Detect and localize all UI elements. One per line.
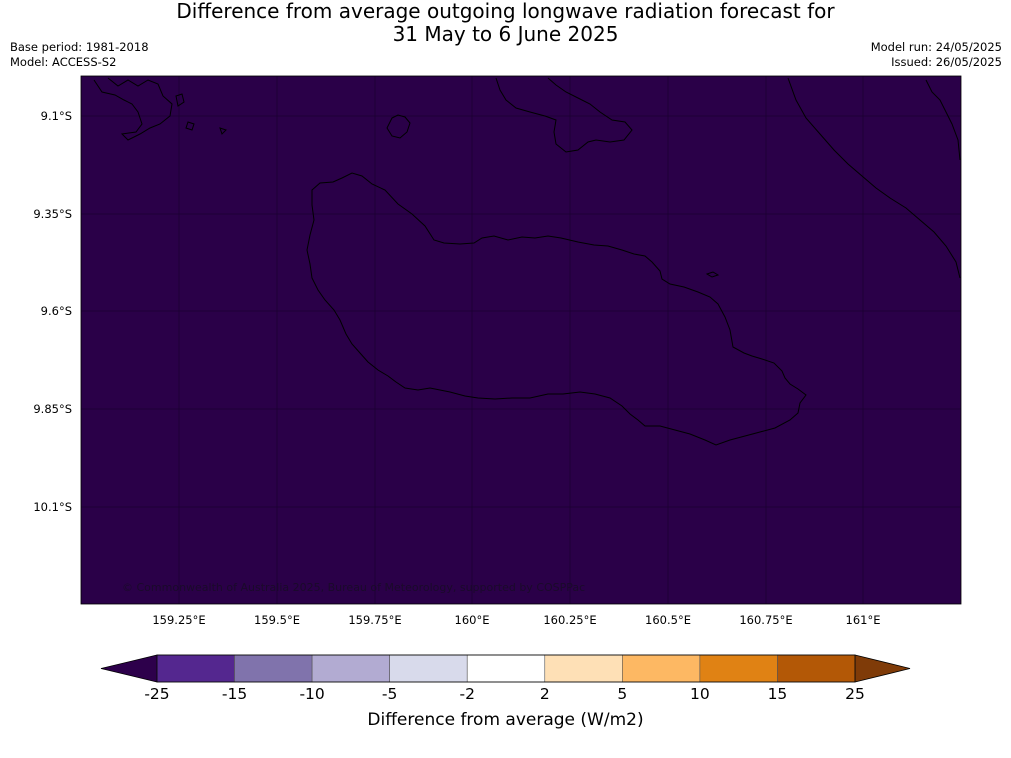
coastline-round-islet — [386, 114, 411, 139]
map-title: Difference from average outgoing longwav… — [0, 0, 1011, 46]
latitude-tick-label: 9.6°S — [41, 304, 72, 318]
coastline-small-islet — [705, 271, 720, 278]
colorbar-tick-label: -2 — [459, 685, 474, 703]
map-frame — [80, 75, 962, 605]
latitude-tick-label: 9.1°S — [41, 109, 72, 123]
title-line-1: Difference from average outgoing longwav… — [176, 0, 835, 23]
longitude-tick-label: 161°E — [846, 613, 881, 627]
title-line-2: 31 May to 6 June 2025 — [392, 22, 619, 46]
colorbar-segment — [466, 654, 546, 683]
coastline-northwest-islet-3 — [219, 127, 227, 135]
coastline-northeast-corner — [925, 79, 961, 161]
coastline-north-central-island — [495, 77, 633, 153]
colorbar-segment — [234, 654, 313, 683]
colorbar-segment — [389, 654, 468, 683]
longitude-labels: 159.25°E 159.5°E 159.75°E 160°E 160.25°E 160.… — [152, 613, 880, 627]
colorbar-tick-label: -5 — [382, 685, 397, 703]
longitude-tick-label: 159.75°E — [348, 613, 401, 627]
colorbar-underflow-arrow — [100, 654, 158, 683]
model-run-label: Model run: 24/05/2025 — [870, 40, 1002, 54]
colorbar-tick-label: 5 — [617, 685, 627, 703]
colorbar-segment — [544, 654, 623, 683]
latitude-tick-label: 10.1°S — [33, 500, 72, 514]
coastline-northwest-islet — [175, 93, 185, 107]
colorbar: -25 -15 -10 -5 -2 2 5 10 15 25 — [100, 654, 911, 703]
base-period-label: Base period: 1981-2018 — [10, 40, 149, 54]
meta-right: Model run: 24/05/2025 Issued: 26/05/2025 — [871, 40, 1002, 70]
coastlines — [93, 77, 961, 446]
longitude-tick-label: 160°E — [455, 613, 490, 627]
coastline-northeast-island — [787, 77, 961, 279]
colorbar-tick-label: 25 — [845, 685, 865, 703]
colorbar-tick-label: 2 — [540, 685, 550, 703]
longitude-tick-label: 159.25°E — [152, 613, 205, 627]
colorbar-segment — [311, 654, 390, 683]
meta-left: Base period: 1981-2018 Model: ACCESS-S2 — [10, 40, 149, 70]
colorbar-overflow-arrow — [854, 654, 911, 683]
coastline-main-island — [306, 172, 807, 446]
colorbar-segment — [777, 654, 856, 683]
colorbar-tick-label: -25 — [144, 685, 169, 703]
coastline-northwest-island — [93, 77, 173, 141]
issued-label: Issued: 26/05/2025 — [891, 55, 1002, 69]
colorbar-tick-label: -10 — [299, 685, 324, 703]
longitude-tick-label: 159.5°E — [254, 613, 300, 627]
longitude-tick-label: 160.75°E — [739, 613, 792, 627]
latitude-tick-label: 9.85°S — [33, 402, 72, 416]
latitude-tick-label: 9.35°S — [33, 207, 72, 221]
longitude-tick-label: 160.5°E — [645, 613, 691, 627]
colorbar-outline — [156, 654, 856, 683]
colorbar-label: Difference from average (W/m2) — [367, 710, 644, 730]
colorbar-segment — [622, 654, 701, 683]
map-panel: © Commonwealth of Australia 2025, Bureau… — [80, 75, 962, 605]
copyright-notice: © Commonwealth of Australia 2025, Bureau… — [122, 581, 585, 594]
colorbar-tick-label: -15 — [222, 685, 247, 703]
colorbar-segment — [699, 654, 778, 683]
coastline-northwest-islet-2 — [185, 121, 195, 131]
colorbar-tick-label: 15 — [768, 685, 788, 703]
latitude-labels: 9.1°S 9.35°S 9.6°S 9.85°S 10.1°S — [33, 109, 72, 514]
graticule — [81, 76, 961, 604]
model-label: Model: ACCESS-S2 — [10, 55, 117, 69]
map-background — [81, 76, 961, 604]
colorbar-tick-label: 10 — [690, 685, 710, 703]
longitude-tick-label: 160.25°E — [543, 613, 596, 627]
colorbar-segment — [156, 654, 235, 683]
